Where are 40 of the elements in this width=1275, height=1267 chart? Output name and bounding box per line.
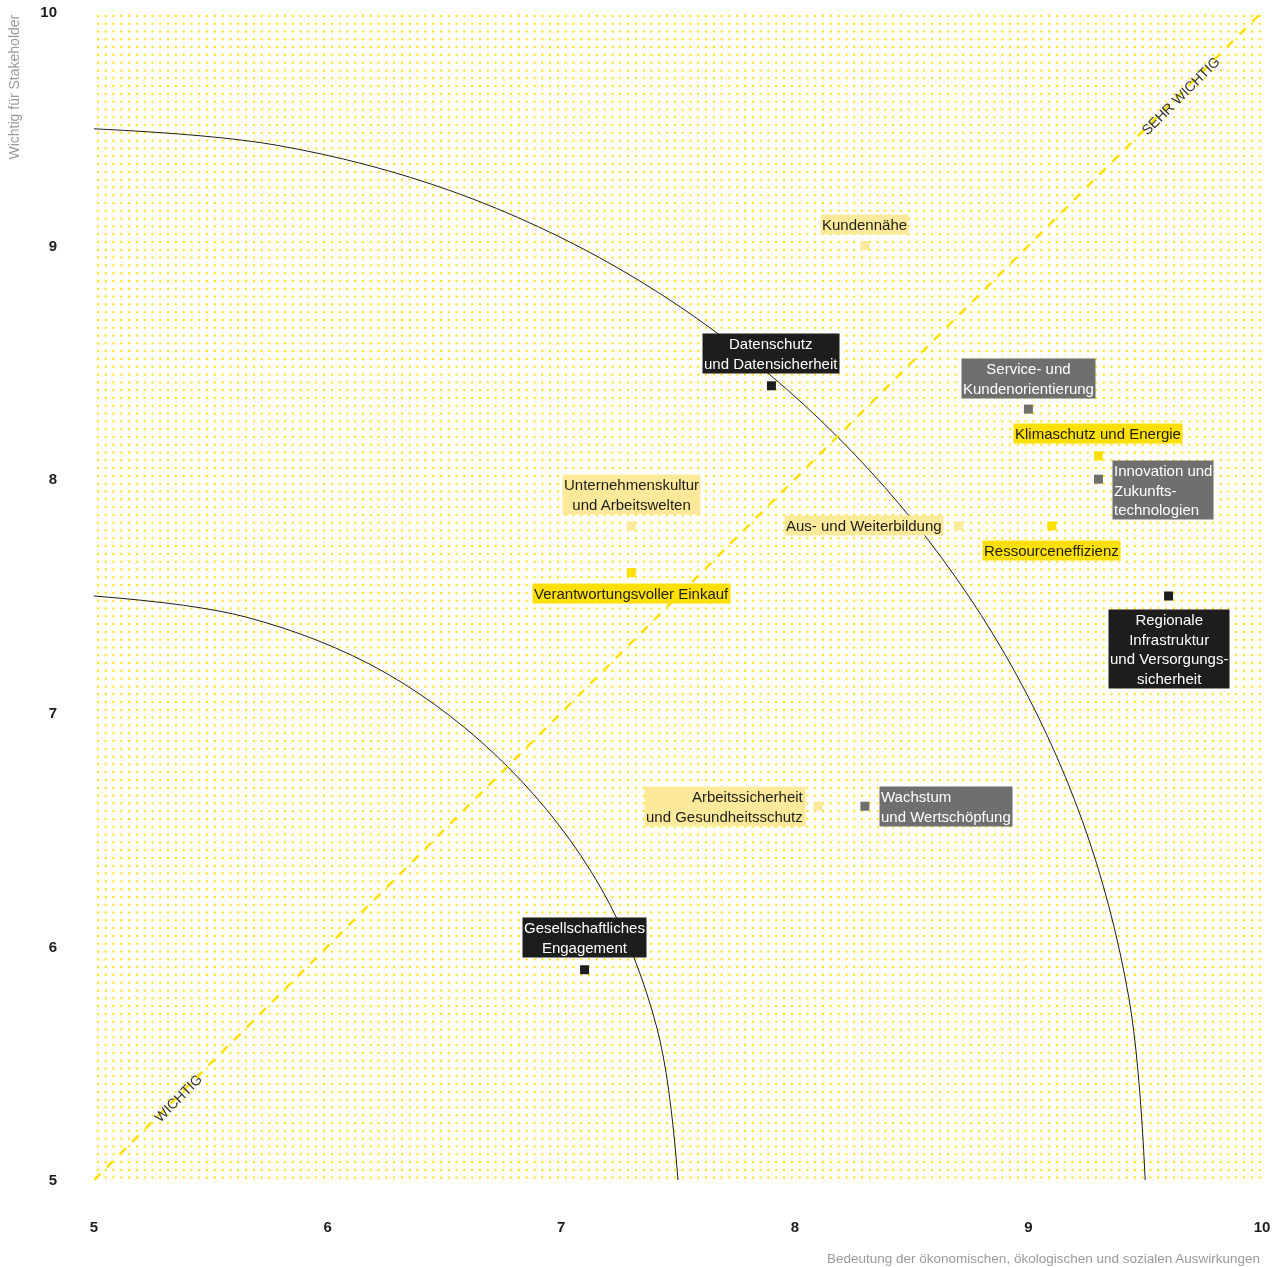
point [626, 521, 636, 531]
series-label: Aus- und Weiterbildung [786, 517, 942, 534]
x-tick-label: 5 [89, 1218, 99, 1235]
series-label: Datenschutz und Datensicherheit [704, 335, 839, 372]
x-tick-label: 8 [790, 1218, 799, 1235]
x-tick-label: 10 [1253, 1218, 1271, 1235]
x-axis-title: Bedeutung der ökonomischen, ökologischen und sozialen Auswirkungen [827, 1251, 1261, 1266]
series-label: Verantwortungsvoller Einkauf [534, 585, 730, 602]
series-label: Unternehmenskultur und Arbeitswelten [564, 476, 700, 513]
point [860, 241, 870, 251]
series-label: Innovation und Zukunfts- technologien [1114, 462, 1213, 518]
x-tick-label: 7 [557, 1218, 566, 1235]
series-label: Gesellschaftliches Engagement [524, 919, 645, 956]
y-tick-label: 5 [48, 1171, 57, 1189]
series-label: Klimaschutz und Energie [1015, 425, 1181, 442]
series-label: Ressourceneffizienz [984, 542, 1119, 559]
point [1047, 521, 1057, 531]
y-tick-label: 8 [48, 470, 57, 488]
point [1023, 404, 1033, 414]
series-label: Wachstum und Wertschöpfung [881, 788, 1011, 825]
text: Regionale Infrastruktur und Versorgungs- sicherheit [1110, 611, 1229, 687]
y-tick-label: 10 [40, 3, 57, 21]
y-tick-label: 7 [48, 704, 57, 722]
y-tick-label: 6 [48, 937, 57, 955]
x-tick-label: 9 [1024, 1218, 1033, 1235]
point [860, 801, 870, 811]
point [580, 965, 590, 975]
point [953, 521, 963, 531]
y-tick-label: 9 [48, 236, 57, 254]
series-label: Service- und Kundenorientierung [963, 360, 1094, 397]
point [1093, 451, 1103, 461]
point [626, 568, 636, 578]
point [1093, 474, 1103, 484]
point [813, 801, 823, 811]
x-tick-label: 6 [323, 1218, 332, 1235]
series-label: Arbeitssicherheit und Gesundheitsschutz [646, 788, 804, 825]
point [766, 381, 776, 391]
y-axis-title: Wichtig für Stakeholder [6, 14, 23, 160]
point [1164, 591, 1174, 601]
series-label: Kundennähe [822, 216, 908, 233]
